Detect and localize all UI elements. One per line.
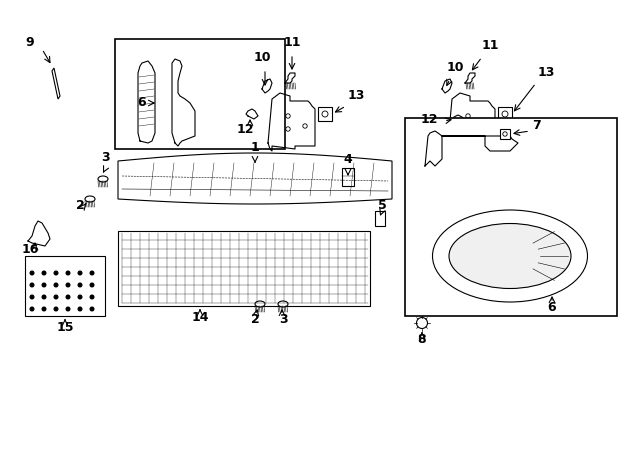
Ellipse shape (85, 196, 95, 202)
Text: 6: 6 (138, 97, 147, 109)
Circle shape (42, 307, 46, 311)
Ellipse shape (449, 224, 571, 289)
Text: 4: 4 (344, 153, 353, 166)
Circle shape (90, 295, 94, 299)
Circle shape (30, 307, 34, 311)
Text: 10: 10 (253, 51, 271, 64)
Ellipse shape (255, 301, 265, 307)
Bar (118, 231, 370, 306)
Text: 7: 7 (532, 119, 541, 132)
Bar (498, 107, 512, 121)
Text: 6: 6 (548, 301, 556, 314)
Ellipse shape (278, 301, 288, 307)
Circle shape (90, 283, 94, 287)
Text: 2: 2 (76, 199, 84, 212)
Bar (500, 129, 510, 139)
Circle shape (54, 295, 58, 299)
Bar (375, 211, 385, 226)
Text: 13: 13 (348, 89, 365, 102)
Polygon shape (52, 68, 60, 99)
Circle shape (30, 283, 34, 287)
Circle shape (42, 295, 46, 299)
Text: 10: 10 (446, 61, 464, 74)
Circle shape (90, 271, 94, 275)
Ellipse shape (98, 176, 108, 182)
Text: 12: 12 (420, 113, 438, 126)
Text: 3: 3 (100, 151, 109, 164)
Bar (318, 107, 332, 121)
Text: 11: 11 (284, 36, 301, 49)
Circle shape (90, 307, 94, 311)
Circle shape (42, 283, 46, 287)
Circle shape (78, 307, 82, 311)
Circle shape (66, 283, 70, 287)
Polygon shape (118, 153, 392, 204)
Bar (405, 118, 617, 316)
Circle shape (30, 271, 34, 275)
Ellipse shape (433, 210, 588, 302)
Bar (115, 39, 285, 149)
Bar (342, 168, 354, 186)
Circle shape (54, 283, 58, 287)
Text: 3: 3 (278, 313, 287, 326)
Circle shape (78, 295, 82, 299)
Text: 8: 8 (418, 333, 426, 346)
Circle shape (78, 271, 82, 275)
Text: 12: 12 (236, 123, 253, 136)
Circle shape (66, 271, 70, 275)
Text: 14: 14 (191, 311, 209, 324)
Bar (25, 256, 105, 316)
Circle shape (30, 295, 34, 299)
Text: 13: 13 (538, 66, 556, 79)
Text: 11: 11 (481, 39, 499, 52)
Circle shape (42, 271, 46, 275)
Circle shape (54, 271, 58, 275)
Text: 5: 5 (378, 199, 387, 212)
Text: 1: 1 (251, 141, 259, 154)
Circle shape (54, 307, 58, 311)
Circle shape (78, 283, 82, 287)
Text: 15: 15 (56, 321, 74, 334)
Circle shape (66, 295, 70, 299)
Text: 9: 9 (26, 36, 35, 49)
Text: 16: 16 (21, 243, 38, 256)
Circle shape (66, 307, 70, 311)
Text: 2: 2 (251, 313, 259, 326)
